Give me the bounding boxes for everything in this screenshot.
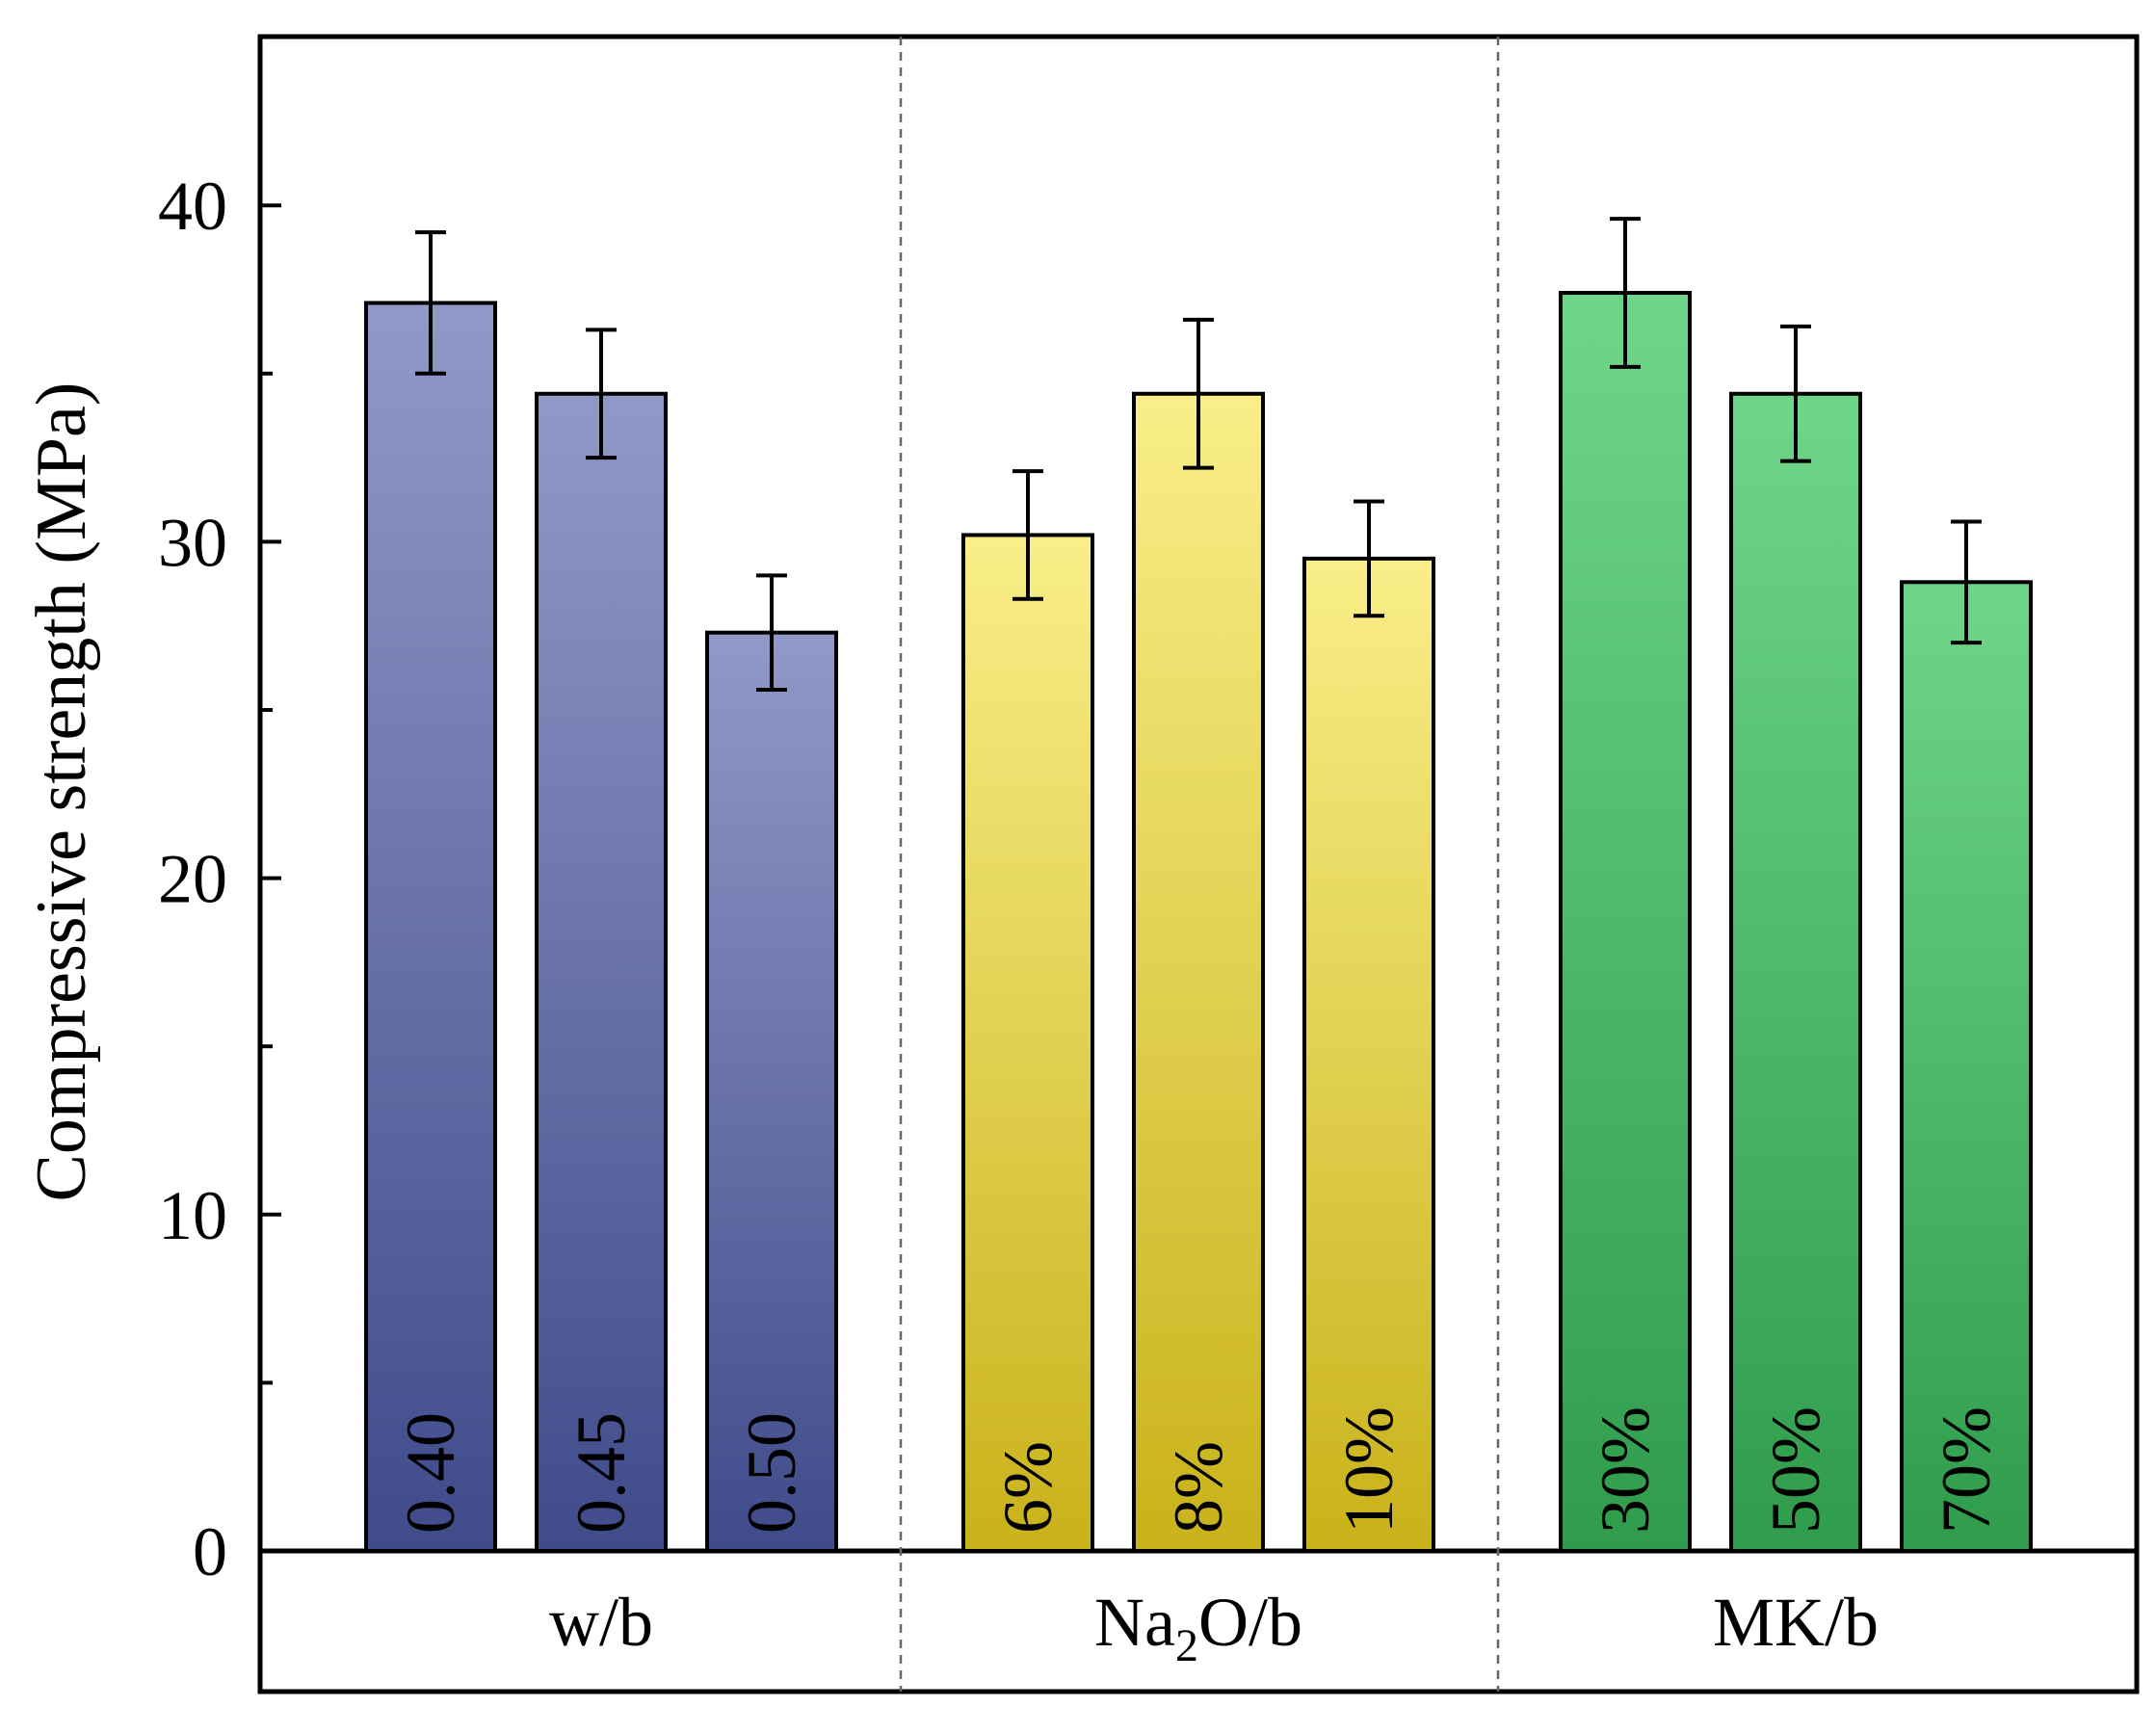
bar-label: 8% — [1160, 1441, 1237, 1534]
bar-label: 0.40 — [392, 1412, 469, 1534]
bar — [1132, 391, 1265, 1554]
bar — [364, 301, 497, 1553]
group-label: w/b — [549, 1584, 653, 1661]
bar-label: 0.50 — [733, 1412, 810, 1534]
bar-label: 10% — [1330, 1406, 1407, 1534]
bar-label: 30% — [1587, 1406, 1664, 1534]
bar — [705, 630, 838, 1553]
y-tick-label: 10 — [158, 1177, 227, 1254]
y-axis-title: Compressive strength (MPa) — [22, 382, 101, 1202]
y-tick-label: 0 — [193, 1513, 227, 1590]
bar — [1900, 580, 2033, 1553]
bars-layer: 0.40 0.45 0.50 6% 8% 10% 30% 50% 70% — [364, 217, 2033, 1554]
y-axis: 0 10 20 30 40 — [158, 168, 281, 1590]
bar-label: 6% — [989, 1441, 1066, 1534]
bar-label: 0.45 — [563, 1412, 640, 1534]
bar-label: 70% — [1928, 1406, 2005, 1534]
y-tick-label: 20 — [158, 841, 227, 918]
y-tick-label: 30 — [158, 504, 227, 581]
bar — [1559, 290, 1692, 1554]
bar — [961, 533, 1094, 1553]
group-label: Na2O/b — [1094, 1584, 1302, 1671]
bar — [1302, 556, 1435, 1553]
group-labels: w/b Na2O/b MK/b — [549, 1584, 1879, 1671]
bar — [1729, 391, 1862, 1554]
bar-label: 50% — [1757, 1406, 1834, 1534]
group-label: MK/b — [1713, 1584, 1879, 1661]
plot-frame — [257, 34, 2140, 1694]
bar — [535, 391, 668, 1554]
y-tick-label: 40 — [158, 168, 227, 245]
